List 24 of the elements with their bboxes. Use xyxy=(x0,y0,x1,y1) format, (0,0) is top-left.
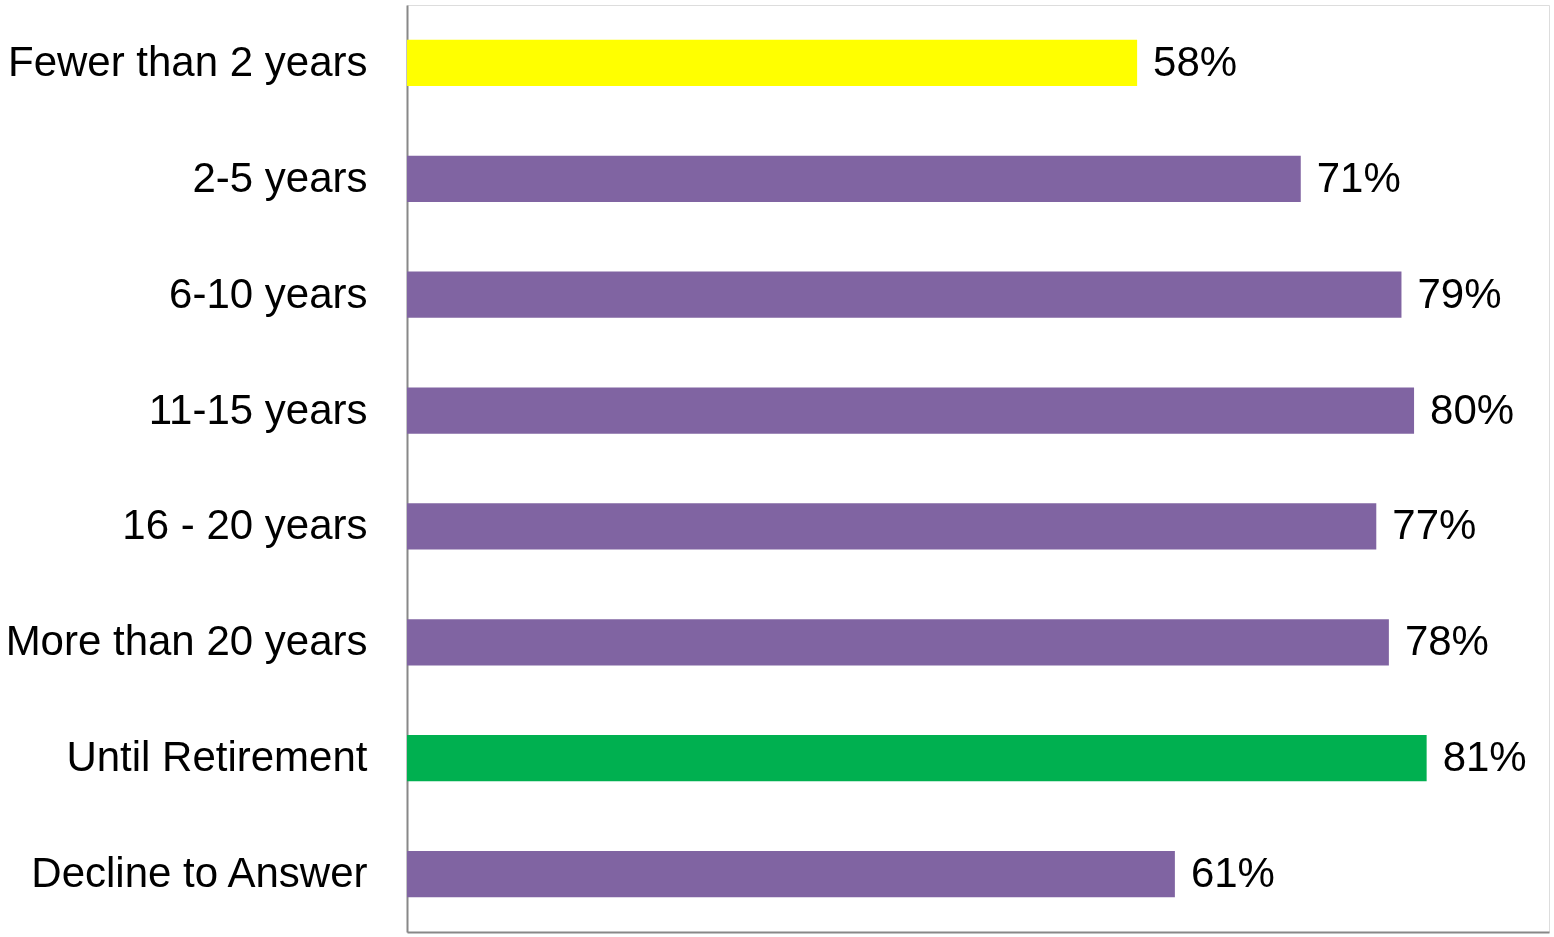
data-label: 78% xyxy=(1404,617,1489,665)
bar xyxy=(407,271,1402,318)
y-tick-label: More than 20 years xyxy=(5,617,368,665)
data-label: 71% xyxy=(1316,153,1401,201)
bar xyxy=(407,503,1377,550)
y-tick-label: Decline to Answer xyxy=(31,849,368,897)
bar xyxy=(407,387,1415,434)
bar xyxy=(407,155,1301,202)
bar xyxy=(407,619,1389,666)
y-tick-label: 2-5 years xyxy=(192,153,368,201)
y-tick-label: 16 - 20 years xyxy=(122,501,368,549)
bar xyxy=(407,39,1138,87)
y-tick-label: 6-10 years xyxy=(169,269,368,317)
y-tick-label: 11-15 years xyxy=(148,385,368,433)
data-label: 58% xyxy=(1153,37,1238,85)
data-label: 77% xyxy=(1392,501,1477,549)
y-tick-label: Until Retirement xyxy=(66,733,368,781)
data-label: 79% xyxy=(1417,269,1502,317)
data-label: 61% xyxy=(1190,849,1275,897)
y-tick-label: Fewer than 2 years xyxy=(7,37,368,85)
data-label: 80% xyxy=(1430,385,1515,433)
bar xyxy=(407,850,1175,898)
bar xyxy=(407,735,1427,782)
data-label: 81% xyxy=(1442,733,1527,781)
